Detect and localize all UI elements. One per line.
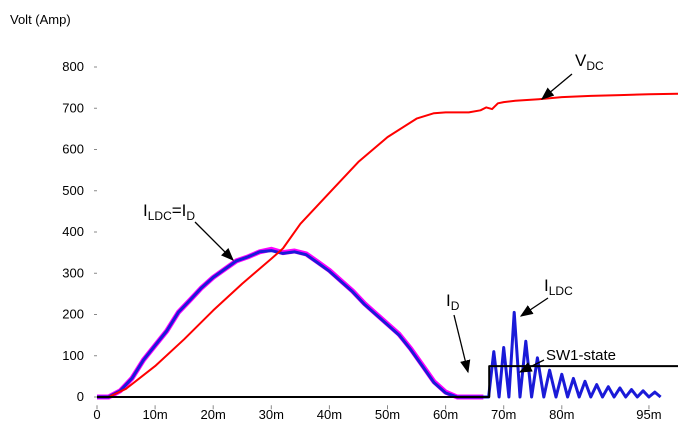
annotation-arrow — [541, 73, 573, 100]
series-line — [97, 365, 678, 398]
annotation: ID — [446, 291, 460, 313]
x-tick-label: 10m — [142, 407, 167, 422]
annotation-part: I — [446, 291, 451, 310]
y-tick-label: 100 — [62, 348, 84, 363]
annotation: ILDC=ID — [143, 201, 195, 223]
annotation-part: DC — [586, 59, 604, 73]
y-tick-label: 0 — [77, 389, 84, 404]
x-tick-label: 50m — [375, 407, 400, 422]
x-tick-label: 60m — [433, 407, 458, 422]
x-tick-label: 0 — [93, 407, 100, 422]
y-tick-label: 200 — [62, 307, 84, 322]
annotation-arrow — [518, 359, 545, 373]
y-tick-label: 400 — [62, 224, 84, 239]
series-line — [97, 92, 678, 398]
annotation-part: SW1-state — [546, 347, 616, 364]
annotation-arrow — [453, 314, 471, 374]
annotation-part: LDC — [549, 284, 573, 298]
y-tick-label: 500 — [62, 183, 84, 198]
x-tick-label: 80m — [549, 407, 574, 422]
annotation-arrow — [519, 297, 549, 317]
series-line — [97, 249, 662, 399]
annotation-arrow — [194, 221, 234, 261]
y-tick-label: 600 — [62, 142, 84, 157]
annotation: VDC — [575, 51, 604, 73]
annotation-part: I — [143, 201, 148, 220]
y-tick-label: 700 — [62, 100, 84, 115]
annotation-part: LDC — [148, 209, 172, 223]
y-tick-label: 800 — [62, 59, 84, 74]
x-tick-label: 30m — [259, 407, 284, 422]
x-tick-label: 70m — [491, 407, 516, 422]
annotation-part: =I — [172, 201, 187, 220]
annotation-part: D — [186, 209, 195, 223]
annotation-part: V — [575, 51, 587, 70]
y-axis-label: Volt (Amp) — [10, 12, 71, 27]
series-line — [97, 246, 484, 400]
annotation-part: D — [451, 299, 460, 313]
x-tick-label: 40m — [317, 407, 342, 422]
y-tick-label: 300 — [62, 265, 84, 280]
annotation: SW1-state — [546, 347, 616, 364]
annotation: ILDC — [544, 276, 573, 298]
annotation-part: I — [544, 276, 549, 295]
x-tick-label: 95m — [636, 407, 661, 422]
x-tick-label: 20m — [201, 407, 226, 422]
